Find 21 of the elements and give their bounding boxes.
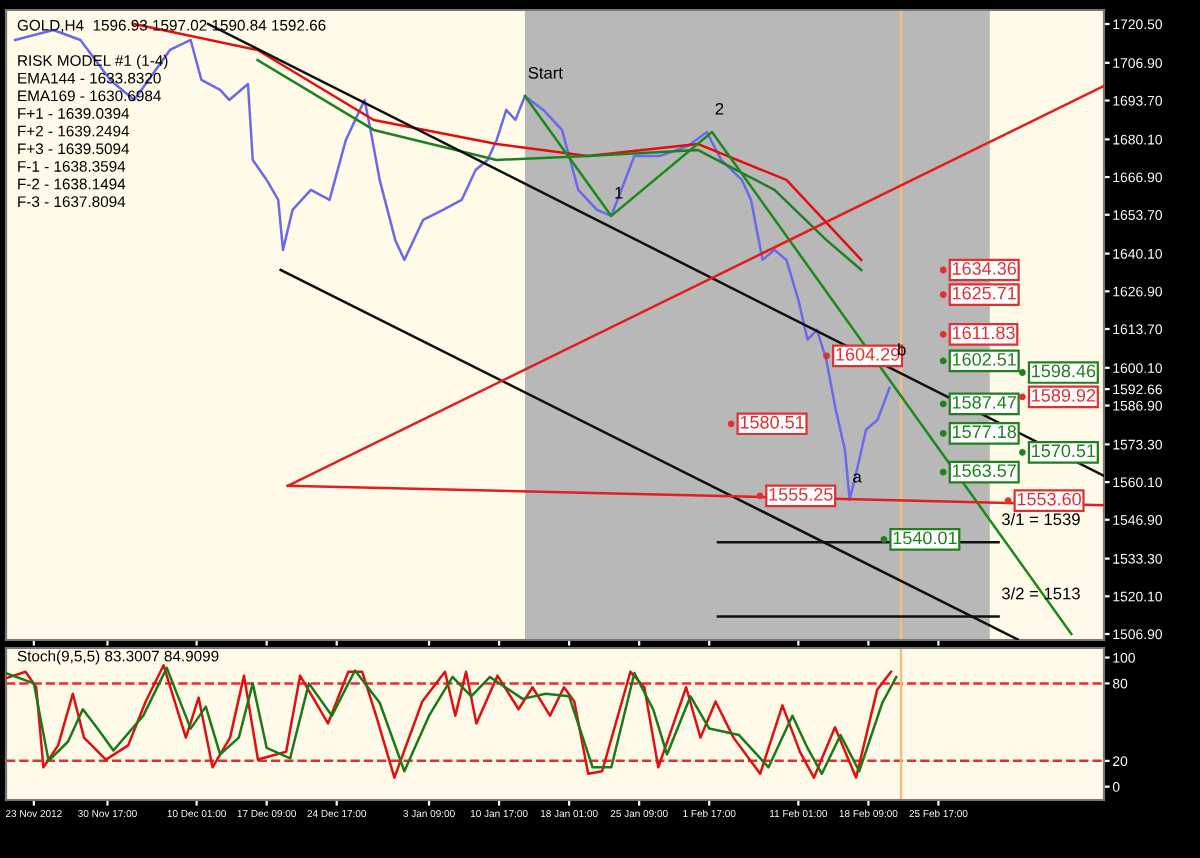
data-label: 1634.36 — [952, 262, 1017, 275]
annotation: Start — [528, 66, 563, 79]
data-label: 1625.71 — [952, 286, 1016, 300]
data-label: 1555.25 — [769, 487, 833, 501]
data-label: 1577.18 — [952, 425, 1017, 439]
data-label: 1611.83 — [952, 326, 1015, 340]
annotation: 1 — [615, 187, 623, 199]
data-label: 1587.47 — [952, 395, 1016, 409]
data-label: 1589.92 — [1032, 388, 1096, 402]
annotation: a — [853, 473, 862, 483]
data-label: 1580.51 — [740, 415, 804, 429]
data-label: 1540.01 — [893, 531, 957, 545]
data-label: 1553.60 — [1017, 492, 1081, 506]
annotation: 3/1 = 1539 — [1001, 512, 1080, 526]
data-label: 1570.51 — [1032, 444, 1096, 458]
data-label: 1602.51 — [952, 353, 1016, 366]
data-label: 1598.46 — [1032, 364, 1096, 378]
annotation: 2 — [715, 102, 724, 115]
annotation: 3/2 = 1513 — [1001, 587, 1080, 600]
data-label: 1563.57 — [952, 464, 1016, 478]
data-label: 1604.29 — [836, 347, 900, 361]
